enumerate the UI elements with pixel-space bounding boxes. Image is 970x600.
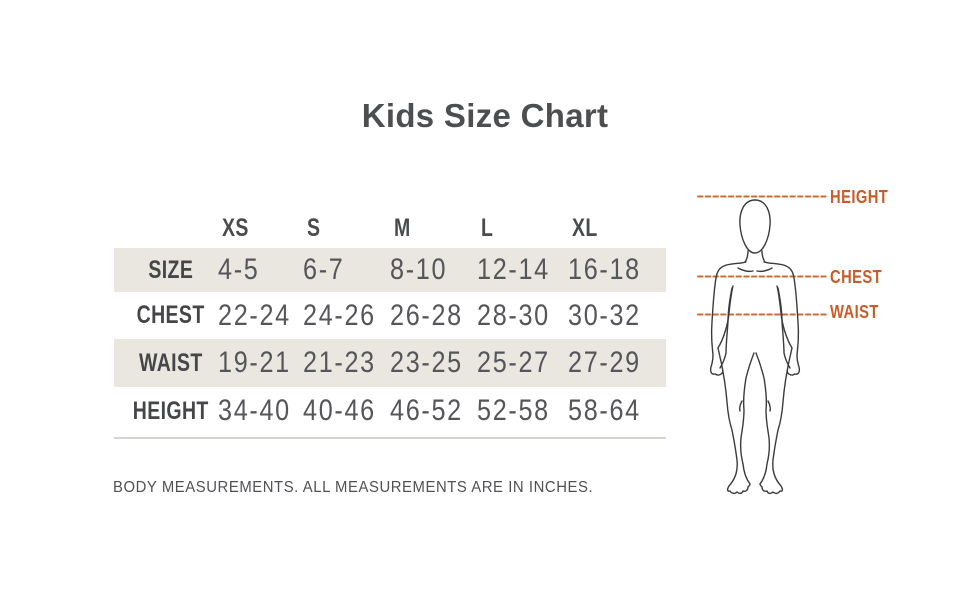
height-s-cell: 40-46 bbox=[303, 394, 376, 427]
col-header-xl: XL bbox=[572, 214, 598, 242]
height-xs-cell: 34-40 bbox=[218, 394, 291, 427]
chest-xl-cell: 30-32 bbox=[568, 298, 641, 332]
waist-s-cell: 21-23 bbox=[303, 346, 376, 379]
body-outline-figure bbox=[697, 195, 827, 495]
figure-label-chest: CHEST bbox=[830, 267, 883, 287]
chest-m-cell: 26-28 bbox=[390, 298, 463, 332]
height-xl-cell: 58-64 bbox=[568, 394, 641, 427]
row-label-waist: WAIST bbox=[139, 348, 203, 377]
figure-right-leg-outer bbox=[759, 347, 793, 495]
page-title: Kids Size Chart bbox=[361, 97, 609, 134]
figure-label-waist: WAIST bbox=[830, 302, 879, 322]
table-row-waist: WAIST 19-21 21-23 23-25 25-27 27-29 bbox=[114, 339, 666, 387]
size-l-cell: 12-14 bbox=[477, 253, 550, 286]
size-header-row: XS S M L XL bbox=[114, 204, 666, 248]
size-s-cell: 6-7 bbox=[303, 253, 345, 286]
size-xl-cell: 16-18 bbox=[568, 253, 641, 286]
figure-label-height: HEIGHT bbox=[830, 187, 889, 207]
figure-head bbox=[739, 199, 771, 254]
figure-right-arm bbox=[763, 261, 801, 376]
figure-torso-left bbox=[717, 285, 734, 349]
figure-right-leg-inner bbox=[755, 352, 771, 485]
row-label-chest: CHEST bbox=[136, 301, 206, 329]
col-header-s: S bbox=[307, 214, 321, 242]
footer-note: BODY MEASUREMENTS. ALL MEASUREMENTS ARE … bbox=[113, 479, 594, 496]
figure-left-leg-inner bbox=[739, 352, 755, 485]
table-row-height: HEIGHT 34-40 40-46 46-52 52-58 58-64 bbox=[114, 387, 666, 435]
waist-m-cell: 23-25 bbox=[390, 346, 463, 379]
chest-xs-cell: 22-24 bbox=[218, 298, 291, 332]
figure-left-arm bbox=[709, 261, 747, 376]
waist-xs-cell: 19-21 bbox=[218, 346, 291, 379]
chest-l-cell: 28-30 bbox=[477, 298, 550, 332]
table-bottom-rule bbox=[114, 437, 666, 439]
table-row-size: SIZE 4-5 6-7 8-10 12-14 16-18 bbox=[114, 248, 666, 292]
table-row-chest: CHEST 22-24 24-26 26-28 28-30 30-32 bbox=[114, 292, 666, 339]
row-label-height: HEIGHT bbox=[133, 396, 210, 425]
col-header-xs: XS bbox=[222, 214, 249, 242]
waist-xl-cell: 27-29 bbox=[568, 346, 641, 379]
height-l-cell: 52-58 bbox=[477, 394, 550, 427]
size-xs-cell: 4-5 bbox=[218, 253, 260, 286]
col-header-m: M bbox=[394, 214, 411, 242]
height-m-cell: 46-52 bbox=[390, 394, 463, 427]
waist-l-cell: 25-27 bbox=[477, 346, 550, 379]
chest-s-cell: 24-26 bbox=[303, 298, 376, 332]
col-header-l: L bbox=[481, 214, 494, 242]
size-m-cell: 8-10 bbox=[390, 253, 448, 286]
figure-left-leg-outer bbox=[717, 347, 751, 495]
row-label-size: SIZE bbox=[148, 255, 194, 284]
figure-torso-right bbox=[776, 285, 793, 349]
